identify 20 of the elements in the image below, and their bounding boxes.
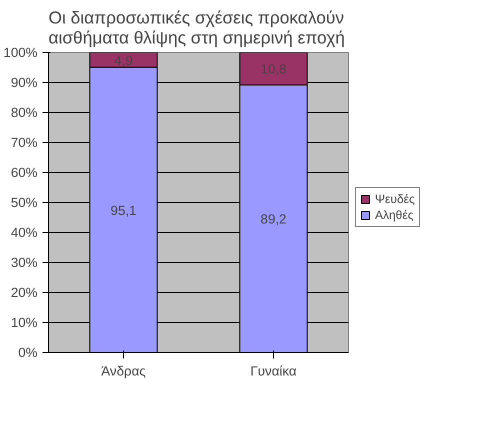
y-tick-label: 0% <box>18 345 38 360</box>
y-tick-label: 20% <box>10 285 38 300</box>
y-tick-label: 30% <box>10 255 38 270</box>
data-label: 4,9 <box>114 52 133 68</box>
y-tick-label: 50% <box>10 195 38 210</box>
data-label: 10,8 <box>260 62 286 77</box>
x-tick-label: Γυναίκα <box>250 364 297 378</box>
legend-label: Ψευδές <box>375 192 415 206</box>
y-tick-label: 40% <box>10 225 38 240</box>
chart-title: Οι διαπροσωπικές σχέσεις προκαλούν αισθήματα θλίψης στη σημερινή εποχή <box>48 8 345 48</box>
y-tick-label: 10% <box>10 315 38 330</box>
data-label: 95,1 <box>110 202 136 218</box>
y-tick-label: 90% <box>10 75 38 90</box>
data-label: 89,2 <box>260 212 286 227</box>
y-tick-label: 100% <box>3 45 38 60</box>
legend-label: Αληθές <box>375 208 414 222</box>
y-tick-label: 80% <box>10 105 38 120</box>
y-tick-label: 70% <box>10 135 38 150</box>
y-tick-label: 60% <box>10 165 38 180</box>
x-tick-label: Άνδρας <box>101 364 146 378</box>
